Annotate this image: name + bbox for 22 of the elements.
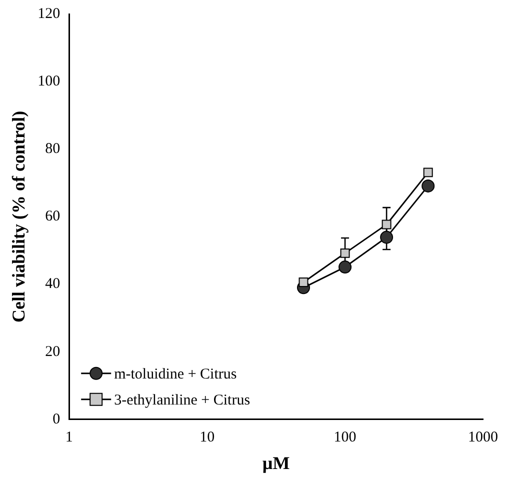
legend-label: m-toluidine + Citrus [114,366,237,382]
y-axis-title: Cell viability (% of control) [8,110,28,323]
point [380,230,394,244]
x-tick-label: 1000 [468,429,498,446]
y-tick-label: 20 [45,344,60,360]
legend-label: 3-ethylaniline + Citrus [114,392,250,408]
x-axis-title: µM [262,452,290,473]
point [338,260,352,274]
point [423,168,433,178]
y-tick-label: 0 [52,411,60,428]
x-tick-label: 100 [334,429,356,446]
x-tick-label: 10 [200,429,215,446]
x-tick-label: 1 [65,429,73,446]
point [382,220,392,230]
point [298,277,308,287]
y-tick-label: 100 [38,74,60,90]
point [340,248,350,258]
y-tick-label: 60 [45,208,60,225]
y-tick-label: 40 [45,276,60,292]
point [422,179,435,192]
y-tick-label: 120 [38,6,60,22]
y-tick-label: 80 [45,141,60,158]
